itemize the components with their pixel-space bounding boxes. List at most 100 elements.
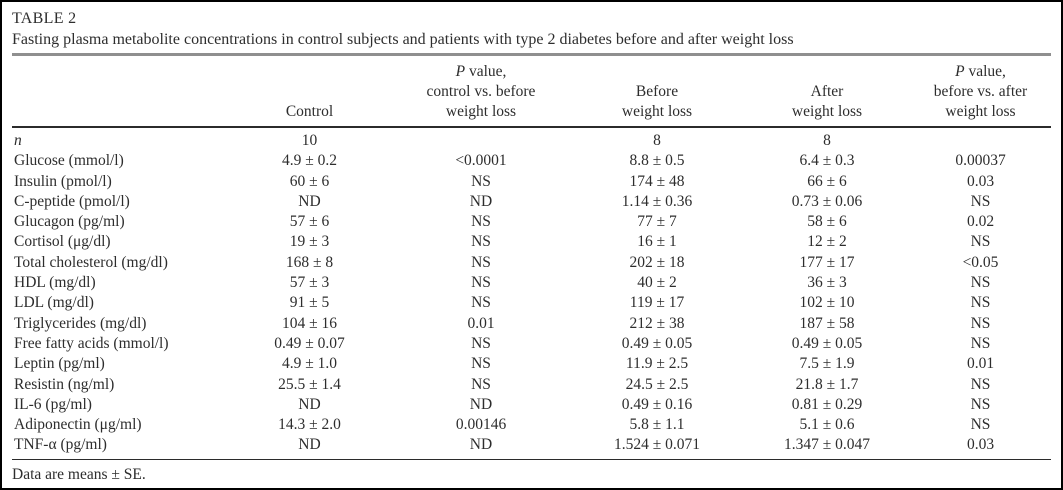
cell-before-weight-loss: 174 ± 48 (629, 172, 685, 190)
cell-p-control-vs-before: NS (471, 253, 491, 271)
cell-p-control-vs-before: NS (471, 355, 491, 373)
cell-after-weight-loss: 36 ± 3 (807, 274, 847, 292)
cell-after-weight-loss: 0.81 ± 0.29 (791, 395, 863, 413)
table-row: Glucagon (pg/ml) 57 ± 6 NS 77 ± 7 58 ± 6 0.02 (12, 212, 1051, 232)
table-row: Free fatty acids (mmol/l) 0.49 ± 0.07 NS 0.… (12, 334, 1051, 354)
column-header-after-weight-loss: After weight loss (744, 56, 910, 128)
row-label: LDL (mg/dl) (14, 294, 94, 312)
cell-control: 14.3 ± 2.0 (278, 416, 341, 434)
cell-after-weight-loss: 8 (823, 132, 831, 149)
cell-control: 91 ± 5 (289, 294, 330, 312)
cell-control: 19 ± 3 (289, 233, 330, 251)
cell-p-before-vs-after: 0.01 (966, 355, 995, 373)
table-row: C-peptide (pmol/l) ND ND 1.14 ± 0.36 0.73 ± … (12, 192, 1051, 212)
cell-p-control-vs-before: <0.0001 (455, 152, 507, 170)
cell-p-before-vs-after: NS (970, 294, 991, 312)
cell-control: 57 ± 6 (289, 213, 330, 231)
cell-control: 4.9 ± 0.2 (281, 152, 337, 170)
cell-p-before-vs-after: <0.05 (962, 253, 999, 271)
table-row: Resistin (ng/ml) 25.5 ± 1.4 NS 24.5 ± 2.5 21… (12, 375, 1051, 395)
column-header-parameter (12, 56, 227, 128)
column-header-control: Control (227, 56, 392, 128)
column-header-p-before-vs-after: P value, before vs. after weight loss (910, 56, 1051, 128)
cell-p-control-vs-before: NS (471, 172, 491, 190)
row-label: TNF-α (pg/ml) (14, 436, 107, 454)
cell-control: ND (298, 395, 321, 413)
row-label: Cortisol (μg/dl) (14, 233, 111, 251)
column-header-p-control-vs-before: P value, control vs. before weight loss (392, 56, 570, 128)
cell-after-weight-loss: 1.347 ± 0.047 (783, 436, 870, 454)
table-row: Total cholesterol (mg/dl) 168 ± 8 NS 202 ± … (12, 253, 1051, 273)
row-label: Glucagon (pg/ml) (14, 213, 125, 231)
caption-divider-rule (12, 53, 1051, 56)
cell-after-weight-loss: 58 ± 6 (807, 213, 847, 231)
table-header-row: Control P value, control vs. before weight … (12, 56, 1051, 128)
cell-after-weight-loss: 0.49 ± 0.05 (791, 334, 863, 352)
cell-after-weight-loss: 6.4 ± 0.3 (799, 152, 855, 170)
cell-p-before-vs-after (910, 127, 1051, 151)
cell-p-before-vs-after: 0.00037 (955, 152, 1006, 170)
table-row: Glucose (mmol/l) 4.9 ± 0.2 <0.0001 8.8 ± 0.… (12, 151, 1051, 171)
cell-after-weight-loss: 0.73 ± 0.06 (791, 192, 863, 210)
row-label: C-peptide (pmol/l) (14, 192, 130, 210)
cell-p-control-vs-before: ND (469, 436, 493, 454)
cell-after-weight-loss: 187 ± 58 (799, 314, 855, 332)
cell-before-weight-loss: 202 ± 18 (629, 253, 685, 271)
table-row: Adiponectin (μg/ml) 14.3 ± 2.0 0.00146 5.8 … (12, 415, 1051, 435)
cell-p-before-vs-after: NS (970, 192, 991, 210)
cell-before-weight-loss: 5.8 ± 1.1 (629, 416, 685, 434)
row-label: Glucose (mmol/l) (14, 152, 124, 170)
cell-p-control-vs-before: NS (471, 233, 491, 251)
cell-before-weight-loss: 0.49 ± 0.05 (621, 334, 693, 352)
table-row: Triglycerides (mg/dl) 104 ± 16 0.01 212 ± 3… (12, 314, 1051, 334)
table-footnote: Data are means ± SE. (12, 465, 146, 483)
metabolite-table: Control P value, control vs. before weight … (12, 56, 1051, 456)
table-head: Control P value, control vs. before weight … (12, 56, 1051, 128)
cell-control: 168 ± 8 (285, 253, 334, 271)
cell-p-before-vs-after: 0.02 (966, 213, 995, 231)
table-row: HDL (mg/dl) 57 ± 3 NS 40 ± 2 36 ± 3 NS (12, 273, 1051, 293)
cell-p-before-vs-after: NS (970, 233, 991, 251)
cell-p-control-vs-before: NS (471, 334, 491, 352)
table-row: Insulin (pmol/l) 60 ± 6 NS 174 ± 48 66 ± 6 0.… (12, 172, 1051, 192)
table-row: IL-6 (pg/ml) ND ND 0.49 ± 0.16 0.81 ± 0.29 NS (12, 395, 1051, 415)
table-row: TNF-α (pg/ml) ND ND 1.524 ± 0.071 1.347 ± 0.… (12, 435, 1051, 455)
row-label: Leptin (pg/ml) (14, 355, 105, 373)
cell-control: ND (298, 436, 321, 454)
cell-p-control-vs-before: NS (471, 213, 491, 231)
cell-p-control-vs-before: 0.00146 (455, 416, 507, 434)
cell-p-control-vs-before: ND (469, 395, 493, 413)
cell-after-weight-loss: 177 ± 17 (799, 253, 855, 271)
cell-before-weight-loss: 24.5 ± 2.5 (625, 375, 689, 393)
cell-after-weight-loss: 5.1 ± 0.6 (799, 416, 855, 434)
cell-p-control-vs-before: NS (471, 274, 491, 292)
footnote-divider-rule (12, 458, 1051, 460)
table-body: n 10 8 8 Glucose (mmol/l) 4.9 ± 0.2 <0.0001 8.8… (12, 127, 1051, 456)
row-label: Total cholesterol (mg/dl) (14, 253, 168, 271)
cell-before-weight-loss: 8.8 ± 0.5 (629, 152, 685, 170)
cell-p-control-vs-before: 0.01 (467, 314, 495, 332)
cell-control: 25.5 ± 1.4 (278, 375, 341, 393)
cell-control: 104 ± 16 (281, 314, 337, 332)
cell-after-weight-loss: 12 ± 2 (807, 233, 847, 251)
table-title: TABLE 2 (12, 10, 77, 27)
cell-after-weight-loss: 7.5 ± 1.9 (799, 355, 855, 373)
cell-p-before-vs-after: NS (970, 375, 991, 393)
row-label: Free fatty acids (mmol/l) (14, 334, 169, 352)
cell-p-before-vs-after: NS (970, 274, 991, 292)
cell-before-weight-loss: 212 ± 38 (629, 314, 685, 332)
cell-control: 10 (301, 132, 318, 149)
table-row: Cortisol (μg/dl) 19 ± 3 NS 16 ± 1 12 ± 2 NS (12, 232, 1051, 252)
cell-after-weight-loss: 21.8 ± 1.7 (795, 375, 859, 393)
cell-p-before-vs-after: 0.03 (966, 172, 995, 190)
cell-before-weight-loss: 8 (653, 132, 661, 149)
cell-p-control-vs-before: NS (471, 294, 491, 312)
row-label: n (14, 132, 22, 149)
cell-p-control-vs-before: ND (469, 192, 493, 210)
cell-before-weight-loss: 0.49 ± 0.16 (621, 395, 693, 413)
cell-p-before-vs-after: NS (970, 416, 991, 434)
table-row: LDL (mg/dl) 91 ± 5 NS 119 ± 17 102 ± 10 NS (12, 293, 1051, 313)
row-label: Triglycerides (mg/dl) (14, 314, 147, 332)
cell-before-weight-loss: 16 ± 1 (637, 233, 677, 251)
